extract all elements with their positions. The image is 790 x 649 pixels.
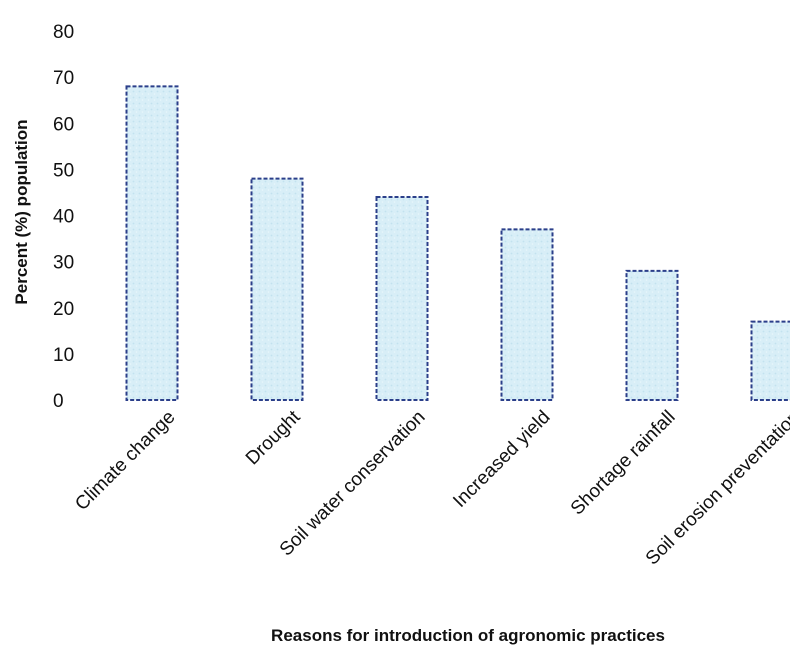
x-axis-title: Reasons for introduction of agronomic pr… <box>271 626 665 645</box>
y-tick-label: 20 <box>53 299 74 320</box>
y-tick-label: 40 <box>53 207 74 228</box>
bar-climate-change <box>125 85 179 401</box>
y-tick-label: 80 <box>53 22 74 43</box>
y-tick-label: 60 <box>53 114 74 135</box>
y-tick-label: 50 <box>53 160 74 181</box>
x-category-label: Soil water conservation <box>276 407 430 561</box>
y-tick-label: 10 <box>53 345 74 366</box>
y-tick-label: 70 <box>53 68 74 89</box>
x-category-label: Shortage rainfall <box>567 407 680 520</box>
y-tick-label: 0 <box>53 391 64 412</box>
bar-drought <box>250 177 304 401</box>
bar-shortage-rainfall <box>625 269 679 401</box>
bar-increased-yield <box>500 228 554 401</box>
x-category-label: Climate change <box>71 407 179 515</box>
bar-soil-water-conservation <box>375 196 429 401</box>
x-category-label: Drought <box>242 406 305 469</box>
y-tick-label: 30 <box>53 253 74 274</box>
y-axis-ticks: 0 10 20 30 40 50 60 70 80 <box>53 22 74 412</box>
bar-soil-erosion-preventation <box>750 320 790 401</box>
y-axis-title: Percent (%) population <box>12 119 31 304</box>
bars <box>125 85 790 401</box>
x-category-label: Increased yield <box>449 407 554 512</box>
